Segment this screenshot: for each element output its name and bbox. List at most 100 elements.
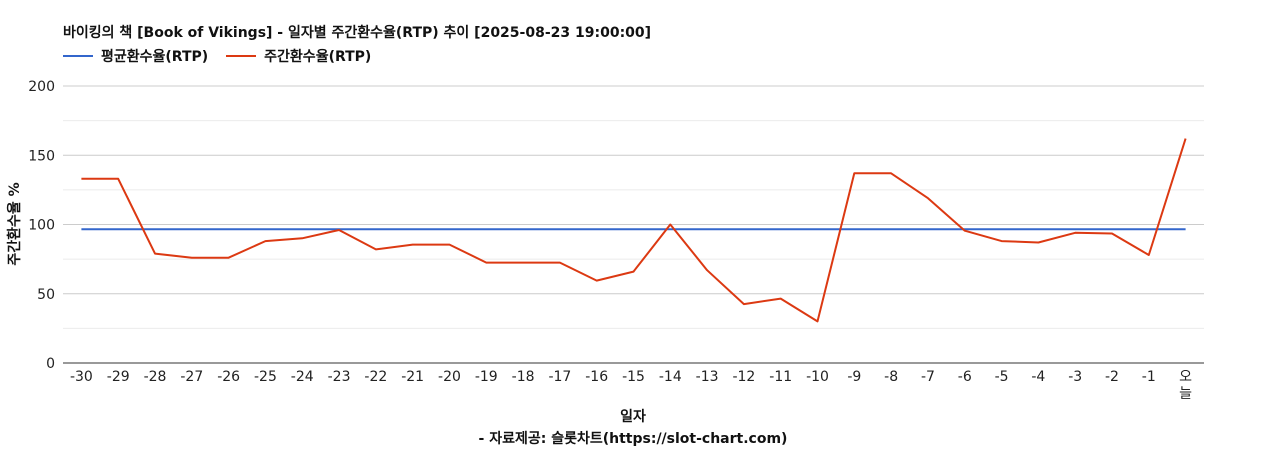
x-tick-label: -19: [475, 369, 498, 385]
data-point-weekly[interactable]: [703, 266, 711, 274]
data-point-average[interactable]: [850, 225, 858, 233]
x-tick-label: -12: [732, 369, 755, 385]
y-tick-label: 200: [28, 79, 55, 95]
data-point-weekly[interactable]: [151, 250, 159, 258]
x-tick-label: -14: [659, 369, 682, 385]
data-point-average[interactable]: [1182, 225, 1190, 233]
legend-item-average[interactable]: 평균환수율(RTP): [63, 46, 208, 66]
x-tick-label: -29: [107, 369, 130, 385]
data-point-average[interactable]: [887, 225, 895, 233]
x-tick-label: -5: [995, 369, 1009, 385]
data-point-weekly[interactable]: [1034, 239, 1042, 247]
data-point-weekly[interactable]: [630, 268, 638, 276]
data-point-average[interactable]: [1034, 225, 1042, 233]
legend-swatch-weekly: [226, 55, 257, 57]
data-point-average[interactable]: [703, 225, 711, 233]
data-point-weekly[interactable]: [1145, 251, 1153, 259]
x-tick-label: -3: [1068, 369, 1082, 385]
data-point-average[interactable]: [261, 225, 269, 233]
data-point-weekly[interactable]: [519, 259, 527, 267]
data-point-average[interactable]: [409, 225, 417, 233]
data-point-weekly[interactable]: [445, 241, 453, 249]
data-point-weekly[interactable]: [482, 259, 490, 267]
data-point-average[interactable]: [556, 225, 564, 233]
data-point-weekly[interactable]: [298, 234, 306, 242]
data-point-weekly[interactable]: [188, 254, 196, 262]
data-point-weekly[interactable]: [593, 277, 601, 285]
x-tick-label: -8: [884, 369, 898, 385]
y-tick-label: 50: [37, 287, 55, 303]
legend: 평균환수율(RTP) 주간환수율(RTP): [63, 46, 389, 66]
data-point-weekly[interactable]: [1182, 135, 1190, 143]
data-point-average[interactable]: [998, 225, 1006, 233]
data-point-weekly[interactable]: [740, 300, 748, 308]
data-point-average[interactable]: [188, 225, 196, 233]
x-tick-label: -15: [622, 369, 645, 385]
data-point-weekly[interactable]: [225, 254, 233, 262]
x-tick-label: -16: [585, 369, 608, 385]
x-tick-label: -7: [921, 369, 935, 385]
x-tick-label: -13: [696, 369, 719, 385]
data-point-average[interactable]: [482, 225, 490, 233]
x-tick-label: -21: [401, 369, 424, 385]
data-point-average[interactable]: [298, 225, 306, 233]
x-tick-label: -30: [70, 369, 93, 385]
data-point-weekly[interactable]: [1071, 229, 1079, 237]
x-tick-label: -11: [769, 369, 792, 385]
data-point-average[interactable]: [519, 225, 527, 233]
data-point-weekly[interactable]: [77, 175, 85, 183]
data-point-average[interactable]: [740, 225, 748, 233]
x-tick-label: -25: [254, 369, 277, 385]
data-point-weekly[interactable]: [666, 221, 674, 229]
data-point-weekly[interactable]: [777, 295, 785, 303]
data-point-average[interactable]: [924, 225, 932, 233]
x-axis-label: 일자: [620, 409, 646, 425]
x-tick-label: -18: [512, 369, 535, 385]
data-point-weekly[interactable]: [961, 227, 969, 235]
x-tick-label: -26: [217, 369, 240, 385]
x-tick-label: -17: [548, 369, 571, 385]
data-point-weekly[interactable]: [998, 237, 1006, 245]
data-point-weekly[interactable]: [1108, 230, 1116, 238]
data-point-weekly[interactable]: [261, 237, 269, 245]
legend-item-weekly[interactable]: 주간환수율(RTP): [226, 46, 371, 66]
data-point-average[interactable]: [630, 225, 638, 233]
data-point-weekly[interactable]: [556, 259, 564, 267]
data-point-average[interactable]: [151, 225, 159, 233]
data-point-weekly[interactable]: [114, 175, 122, 183]
x-tick-label: -1: [1142, 369, 1156, 385]
x-tick-label: -24: [291, 369, 314, 385]
data-point-weekly[interactable]: [814, 317, 822, 325]
chart-title: 바이킹의 책 [Book of Vikings] - 일자별 주간환수율(RTP…: [63, 25, 652, 41]
data-point-average[interactable]: [777, 225, 785, 233]
y-tick-label: 150: [28, 148, 55, 164]
legend-swatch-average: [63, 55, 93, 57]
source-credit: - 자료제공: 슬롯차트(https://slot-chart.com): [478, 431, 788, 447]
data-point-weekly[interactable]: [924, 194, 932, 202]
data-point-average[interactable]: [445, 225, 453, 233]
x-tick-label: -23: [328, 369, 351, 385]
x-tick-label: -4: [1031, 369, 1045, 385]
data-point-average[interactable]: [1145, 225, 1153, 233]
data-point-weekly[interactable]: [372, 245, 380, 253]
x-tick-label: -6: [958, 369, 972, 385]
data-point-average[interactable]: [814, 225, 822, 233]
data-point-weekly[interactable]: [409, 241, 417, 249]
data-point-weekly[interactable]: [335, 226, 343, 234]
x-tick-label: -9: [847, 369, 861, 385]
y-tick-label: 0: [46, 356, 55, 372]
x-tick-label: -28: [144, 369, 167, 385]
x-tick-label: -10: [806, 369, 829, 385]
data-point-average[interactable]: [372, 225, 380, 233]
data-point-average[interactable]: [114, 225, 122, 233]
data-point-average[interactable]: [225, 225, 233, 233]
data-point-average[interactable]: [77, 225, 85, 233]
series-line-weekly: [81, 138, 1187, 323]
x-tick-label: -20: [438, 369, 461, 385]
data-point-weekly[interactable]: [887, 169, 895, 177]
data-point-weekly[interactable]: [850, 169, 858, 177]
legend-label-average: 평균환수율(RTP): [101, 49, 209, 65]
data-point-average[interactable]: [593, 225, 601, 233]
x-tick-label: -2: [1105, 369, 1119, 385]
